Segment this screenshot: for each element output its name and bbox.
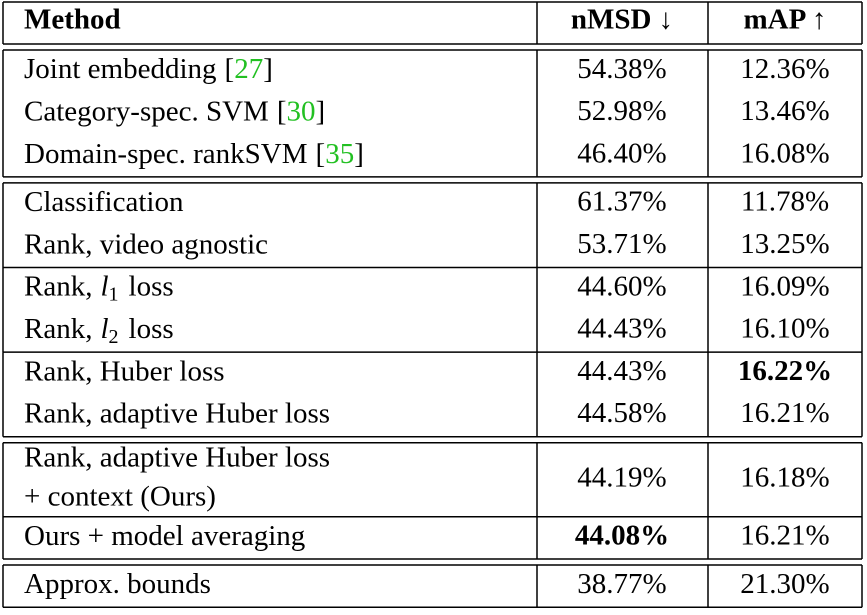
map-cell: 16.08%: [740, 137, 829, 169]
map-cell: 12.36%: [740, 53, 829, 85]
method-suffix: loss: [129, 270, 174, 302]
method-cell: Rank, adaptive Huber loss: [24, 441, 330, 473]
nmsd-cell: 53.71%: [577, 228, 666, 260]
header-cell: nMSD ↓: [571, 4, 673, 36]
nmsd-cell: 38.77%: [577, 568, 666, 600]
nmsd-cell: 44.60%: [577, 270, 666, 302]
math-var: l: [100, 313, 108, 345]
header-cell: Method: [24, 4, 121, 36]
method-text: Domain-spec. rankSVM: [24, 137, 308, 169]
nmsd-cell: 54.38%: [577, 53, 666, 85]
citation: 30: [287, 95, 316, 127]
method-cell: Rank, video agnostic: [24, 228, 268, 260]
nmsd-cell: 46.40%: [577, 137, 666, 169]
method-text: Rank, video agnostic: [24, 228, 268, 260]
nmsd-cell: 61.37%: [577, 186, 666, 218]
map-cell: 21.30%: [740, 568, 829, 600]
map-cell: 13.25%: [740, 228, 829, 260]
method-cell: Joint embedding [27]: [24, 53, 273, 85]
method-cell: Approx. bounds: [24, 568, 211, 600]
citation: 27: [234, 53, 263, 85]
map-cell: 16.10%: [740, 313, 829, 345]
map-cell: 13.46%: [740, 95, 829, 127]
nmsd-cell: 52.98%: [577, 95, 666, 127]
method-cell: Rank, adaptive Huber loss: [24, 397, 330, 429]
method-suffix: loss: [129, 313, 174, 345]
citation: 35: [325, 137, 354, 169]
map-cell: 16.22%: [738, 355, 832, 387]
method-text: Rank,: [24, 313, 92, 345]
cite-bracket: [: [316, 137, 326, 169]
math-sub: 2: [109, 326, 119, 348]
method-cell: Ours + model averaging: [24, 520, 305, 552]
method-cell: + context (Ours): [24, 480, 216, 512]
method-cell: Domain-spec. rankSVM [35]: [24, 137, 364, 169]
method-text: Ours + model averaging: [24, 520, 305, 552]
method-text: Joint embedding: [24, 53, 217, 85]
map-cell: 16.21%: [740, 520, 829, 552]
map-cell: 11.78%: [741, 186, 829, 218]
nmsd-cell: 44.43%: [577, 355, 666, 387]
method-text: Approx. bounds: [24, 568, 211, 600]
map-cell: 16.09%: [740, 270, 829, 302]
nmsd-cell: 44.19%: [577, 461, 666, 493]
method-cell: Rank, l1 loss: [24, 270, 174, 305]
nmsd-cell: 44.43%: [577, 313, 666, 345]
cite-bracket: ]: [354, 137, 364, 169]
cite-bracket: [: [225, 53, 235, 85]
method-text: Rank, Huber loss: [24, 355, 225, 387]
header-cell: mAP ↑: [744, 4, 827, 36]
method-cell: Classification: [24, 186, 184, 218]
method-cell: Rank, Huber loss: [24, 355, 225, 387]
math-sub: 1: [109, 283, 119, 305]
nmsd-cell: 44.08%: [575, 520, 669, 552]
method-text: Classification: [24, 186, 184, 218]
map-cell: 16.21%: [740, 397, 829, 429]
method-text: Rank,: [24, 270, 92, 302]
method-text: Category-spec. SVM: [24, 95, 269, 127]
method-text: Rank, adaptive Huber loss: [24, 397, 330, 429]
nmsd-cell: 44.58%: [577, 397, 666, 429]
cite-bracket: ]: [263, 53, 273, 85]
map-cell: 16.18%: [740, 461, 829, 493]
cite-bracket: [: [277, 95, 287, 127]
method-cell: Category-spec. SVM [30]: [24, 95, 325, 127]
cite-bracket: ]: [316, 95, 326, 127]
method-cell: Rank, l2 loss: [24, 313, 174, 348]
math-var: l: [100, 270, 108, 302]
